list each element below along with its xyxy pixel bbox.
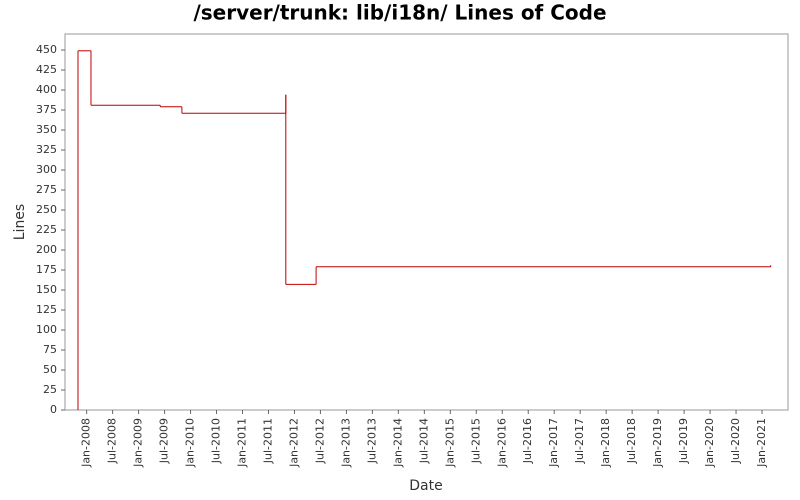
y-tick-label: 25 xyxy=(43,383,57,396)
y-tick-label: 75 xyxy=(43,343,57,356)
x-tick-label: Jan-2014 xyxy=(391,418,404,468)
x-axis-title: Date xyxy=(409,478,442,494)
y-tick-label: 400 xyxy=(36,83,57,96)
x-tick-label: Jan-2009 xyxy=(132,418,145,468)
x-tick-label: Jan-2015 xyxy=(443,418,456,468)
x-tick-label: Jan-2019 xyxy=(651,418,664,468)
y-tick-label: 125 xyxy=(36,303,57,316)
x-tick-label: Jan-2010 xyxy=(184,418,197,468)
x-tick-label: Jul-2015 xyxy=(469,418,482,464)
y-tick-label: 175 xyxy=(36,263,57,276)
x-tick-label: Jan-2008 xyxy=(80,418,93,468)
y-tick-label: 325 xyxy=(36,143,57,156)
x-tick-label: Jan-2012 xyxy=(287,418,300,468)
y-tick-label: 275 xyxy=(36,183,57,196)
x-tick-label: Jul-2018 xyxy=(625,418,638,464)
x-tick-label: Jan-2021 xyxy=(755,418,768,468)
y-tick-label: 200 xyxy=(36,243,57,256)
y-tick-label: 50 xyxy=(43,363,57,376)
x-tick-label: Jul-2010 xyxy=(210,418,223,464)
y-tick-label: 300 xyxy=(36,163,57,176)
x-tick-label: Jan-2018 xyxy=(599,418,612,468)
x-tick-label: Jul-2020 xyxy=(729,418,742,464)
x-tick-label: Jul-2012 xyxy=(313,418,326,464)
x-tick-label: Jan-2016 xyxy=(495,418,508,468)
x-tick-label: Jul-2017 xyxy=(573,418,586,464)
y-tick-label: 150 xyxy=(36,283,57,296)
x-tick-label: Jul-2009 xyxy=(158,418,171,464)
x-tick-label: Jan-2017 xyxy=(547,418,560,468)
x-tick-label: Jan-2020 xyxy=(703,418,716,468)
y-tick-label: 0 xyxy=(50,403,57,416)
x-tick-label: Jul-2014 xyxy=(417,418,430,464)
x-tick-label: Jan-2011 xyxy=(236,418,249,468)
y-tick-label: 350 xyxy=(36,123,57,136)
y-axis-title: Lines xyxy=(12,204,28,240)
x-tick-label: Jul-2019 xyxy=(677,418,690,464)
y-tick-label: 225 xyxy=(36,223,57,236)
y-tick-label: 425 xyxy=(36,63,57,76)
y-tick-label: 450 xyxy=(36,43,57,56)
x-tick-label: Jan-2013 xyxy=(339,418,352,468)
y-tick-label: 375 xyxy=(36,103,57,116)
x-tick-label: Jul-2016 xyxy=(521,418,534,464)
x-tick-label: Jul-2008 xyxy=(106,418,119,464)
x-tick-label: Jul-2011 xyxy=(261,418,274,464)
y-tick-label: 250 xyxy=(36,203,57,216)
y-tick-label: 100 xyxy=(36,323,57,336)
x-tick-label: Jul-2013 xyxy=(365,418,378,464)
plot-area xyxy=(64,33,789,411)
chart-title: /server/trunk: lib/i18n/ Lines of Code xyxy=(193,1,606,25)
